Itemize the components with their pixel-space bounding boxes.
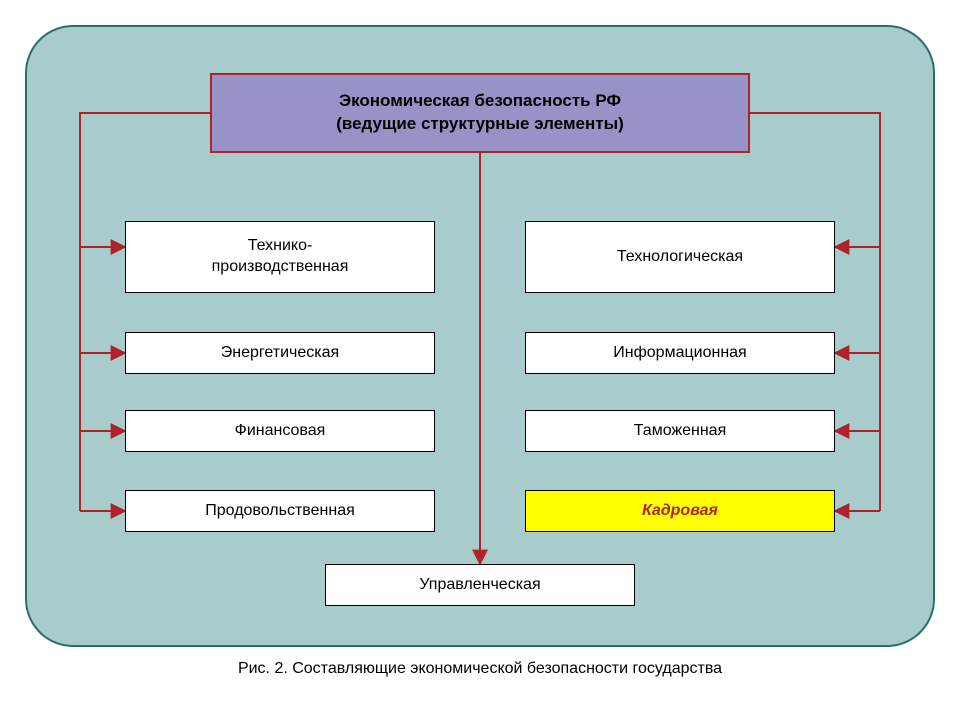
root-title-line1: Экономическая безопасность РФ xyxy=(212,90,748,113)
left-box-0: Технико-производственная xyxy=(125,221,435,293)
left-box-1-label: Энергетическая xyxy=(221,343,339,364)
left-box-3-label: Продовольственная xyxy=(205,501,355,522)
right-box-0-label: Технологическая xyxy=(617,247,743,268)
left-box-3: Продовольственная xyxy=(125,490,435,532)
right-box-1-label: Информационная xyxy=(613,343,746,364)
figure-caption: Рис. 2. Составляющие экономической безоп… xyxy=(180,660,780,678)
right-box-2: Таможенная xyxy=(525,410,835,452)
left-box-0-label: Технико-производственная xyxy=(212,236,349,278)
bottom-box-label: Управленческая xyxy=(419,575,540,596)
right-box-2-label: Таможенная xyxy=(634,421,727,442)
right-box-3: Кадровая xyxy=(525,490,835,532)
right-box-0: Технологическая xyxy=(525,221,835,293)
left-box-2-label: Финансовая xyxy=(235,421,326,442)
right-box-3-label: Кадровая xyxy=(642,501,718,522)
bottom-box: Управленческая xyxy=(325,564,635,606)
left-box-2: Финансовая xyxy=(125,410,435,452)
figure-caption-text: Рис. 2. Составляющие экономической безоп… xyxy=(238,660,722,678)
root-box: Экономическая безопасность РФ (ведущие с… xyxy=(210,73,750,153)
right-box-1: Информационная xyxy=(525,332,835,374)
left-box-1: Энергетическая xyxy=(125,332,435,374)
diagram-canvas: Экономическая безопасность РФ (ведущие с… xyxy=(0,0,960,720)
root-title-line2: (ведущие структурные элементы) xyxy=(212,113,748,136)
